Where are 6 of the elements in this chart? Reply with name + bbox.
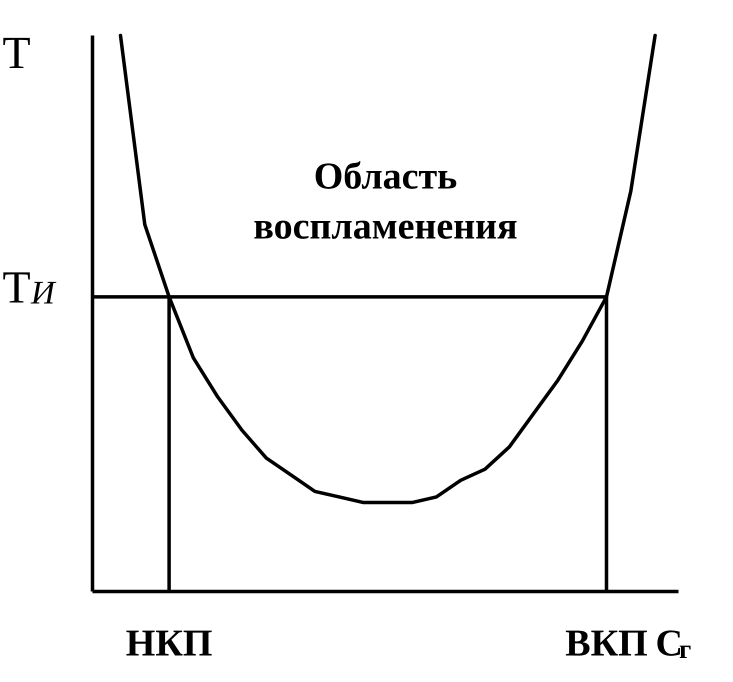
x-axis-title: Сг bbox=[656, 622, 692, 664]
annotation: Область воспламенения bbox=[253, 156, 518, 248]
x-tick-label: НКП bbox=[126, 622, 212, 664]
y-axis-title: Т bbox=[2, 27, 31, 78]
x-tick-label: ВКП bbox=[565, 622, 648, 664]
ref-line-label: ТИ bbox=[2, 261, 58, 312]
